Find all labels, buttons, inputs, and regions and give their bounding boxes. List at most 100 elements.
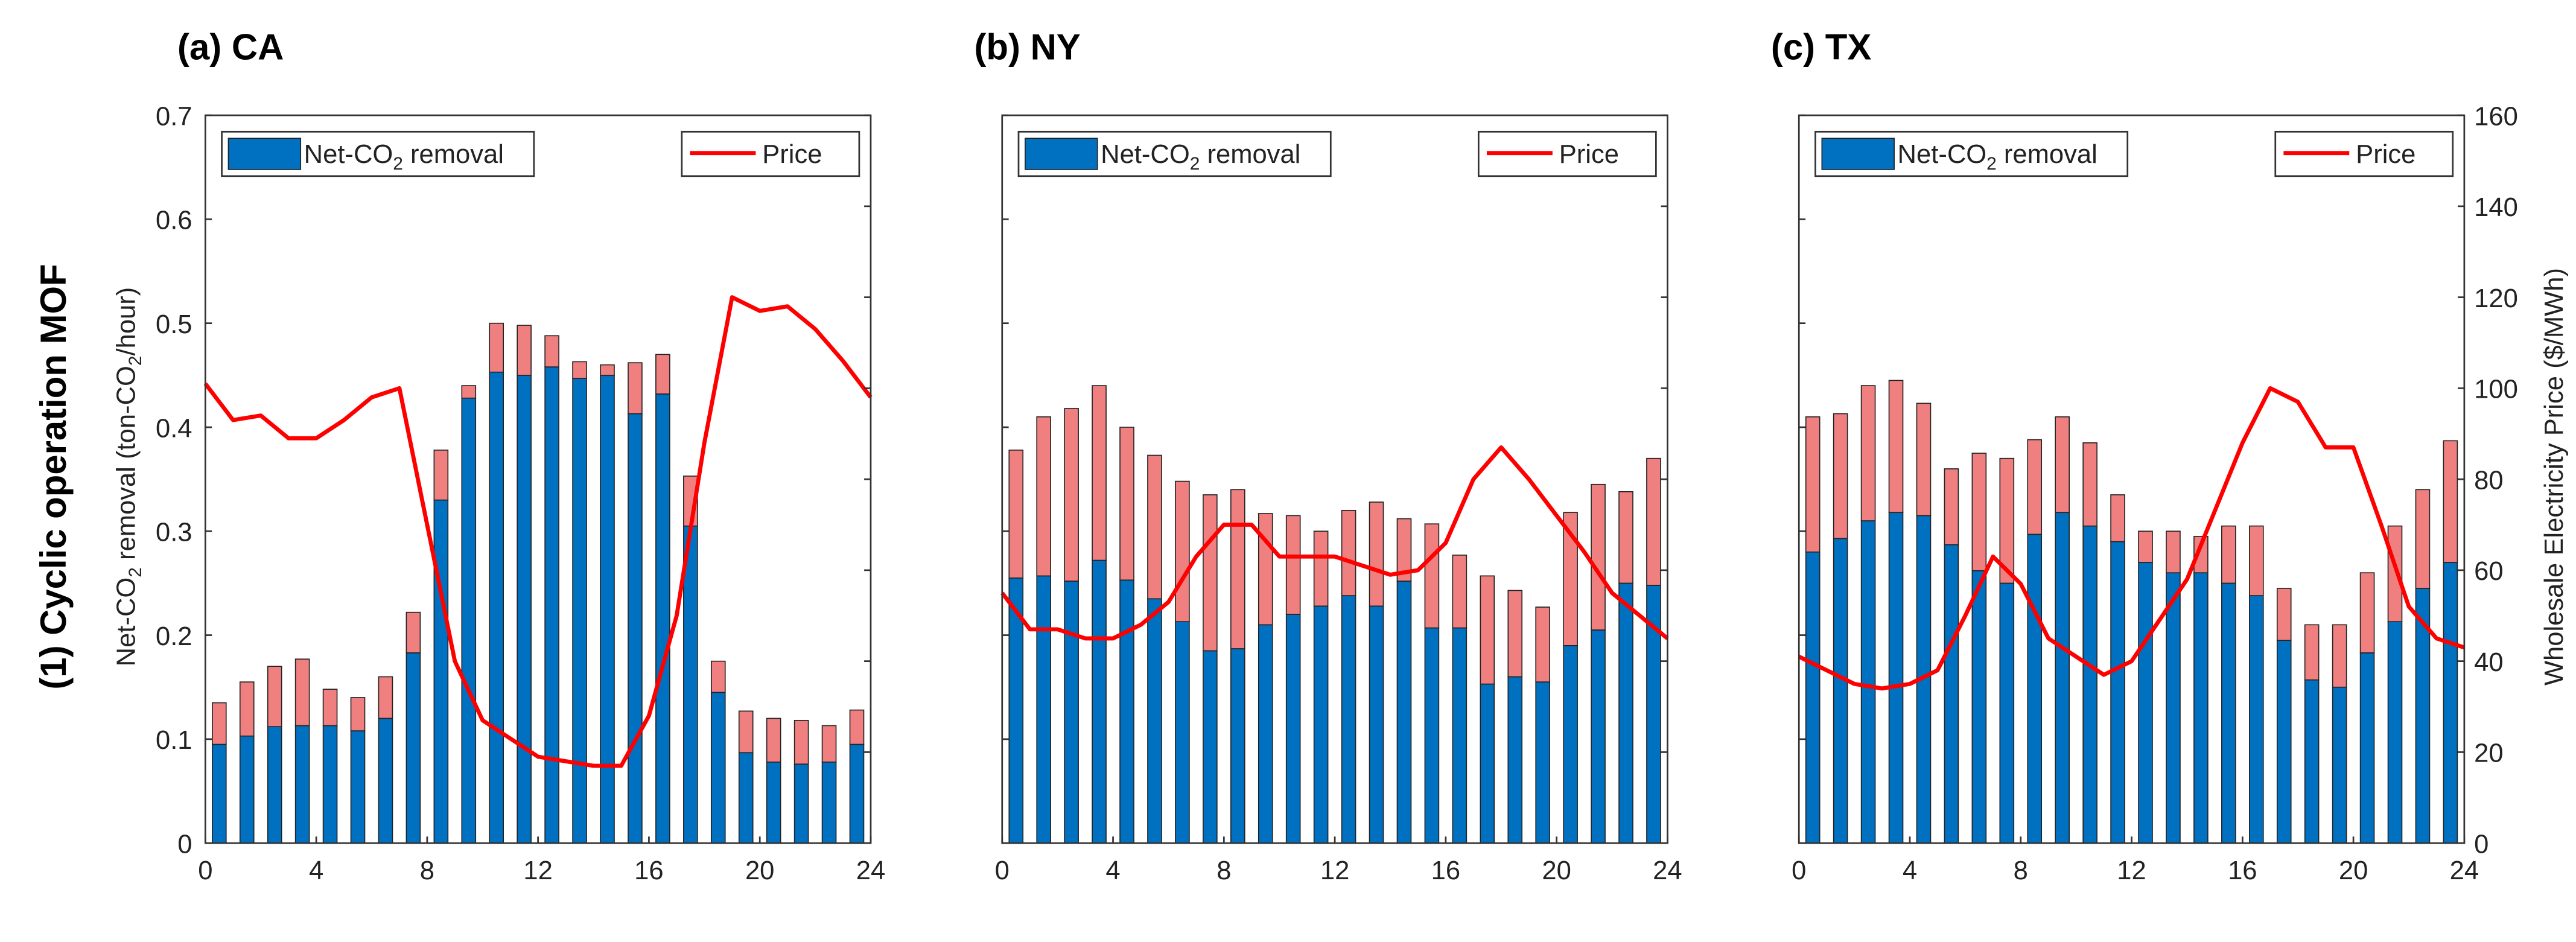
bar-segment: [2248, 595, 2264, 844]
bar-segment: [2221, 582, 2236, 844]
x-tick-label: 4: [1903, 856, 1917, 885]
bar-segment: [2138, 562, 2153, 844]
bar-segment: [322, 725, 338, 844]
bar-segment: [1258, 513, 1273, 626]
price-line: [203, 295, 873, 768]
bar-segment: [738, 710, 754, 754]
y-tick-label: 0.4: [156, 414, 192, 443]
legend-label-part: Net-CO: [304, 140, 393, 169]
y2-tick-label: 160: [2474, 102, 2518, 131]
bar-segment: [2027, 439, 2043, 535]
bar-segment: [1369, 605, 1384, 844]
bar-segment: [294, 658, 310, 727]
bar-segment: [1285, 614, 1301, 844]
x-tick-label: 20: [1542, 856, 1571, 885]
y-tick-label: 0: [177, 830, 192, 859]
bar-segment: [211, 702, 227, 745]
bar-segment: [1805, 416, 1821, 553]
x-tick-label: 16: [1431, 856, 1460, 885]
bar-segment: [1833, 538, 1848, 844]
y-tick-label: 0.1: [156, 726, 192, 755]
y-axis-label-sub: 2: [126, 355, 145, 366]
bar-segment: [1230, 648, 1245, 844]
bar-segment: [2221, 525, 2236, 584]
bar-segment: [1888, 512, 1904, 844]
bar-segment: [2304, 624, 2320, 681]
x-tick-label: 0: [995, 856, 1010, 885]
bar-segment: [1591, 483, 1606, 631]
x-tick-label: 8: [1216, 856, 1231, 885]
x-tick-label: 20: [2339, 856, 2368, 885]
x-tick-label: 0: [1792, 856, 1806, 885]
bar-segment: [1341, 595, 1356, 844]
bar-segment: [2359, 652, 2375, 844]
bar-segment: [572, 361, 587, 379]
bar-segment: [1203, 650, 1218, 844]
bar-segment: [433, 450, 449, 501]
y-axis-label-part: removal (ton-CO: [112, 366, 141, 567]
y2-tick-label: 120: [2474, 284, 2518, 313]
legend-box: [681, 130, 860, 177]
y-tick-label: 0.5: [156, 310, 192, 339]
bar-segment: [2415, 489, 2431, 589]
bar-segment: [1480, 575, 1495, 685]
legend-swatch: [1821, 138, 1895, 170]
bar-segment: [849, 709, 865, 745]
bar-segment: [1618, 491, 1633, 584]
bar-segment: [1971, 570, 1987, 844]
bar-segment: [1507, 676, 1523, 844]
bar-segment: [1999, 582, 2015, 844]
bar-segment: [378, 676, 393, 719]
bar-segment: [655, 354, 670, 395]
bar-segment: [1424, 523, 1440, 629]
legend-swatch: [1025, 138, 1098, 170]
bar-segment: [350, 697, 366, 731]
bar-segment: [267, 726, 282, 844]
bar-segment: [2332, 624, 2347, 688]
bar-segment: [1480, 683, 1495, 844]
bar-segment: [2387, 621, 2403, 844]
panel-title: (a) CA: [177, 27, 284, 67]
bar-segment: [1944, 468, 1959, 546]
bar-segment: [1313, 605, 1329, 844]
bar-segment: [1036, 416, 1051, 577]
bar-segment: [2193, 536, 2209, 573]
x-tick-label: 16: [2228, 856, 2257, 885]
x-tick-label: 20: [745, 856, 774, 885]
x-tick-label: 12: [1320, 856, 1349, 885]
bar-segment: [2082, 525, 2097, 844]
bar-segment: [572, 378, 587, 844]
bar-segment: [600, 364, 615, 376]
legend-label: Net-CO2 removal: [304, 140, 504, 174]
legend-label-part: removal: [1200, 140, 1300, 169]
price-line: [1798, 386, 2465, 691]
bar-segment: [2443, 440, 2458, 563]
bar-segment: [766, 761, 781, 844]
x-tick-label: 4: [1105, 856, 1120, 885]
x-tick-label: 24: [856, 856, 885, 885]
bar-segment: [821, 761, 837, 844]
bar-segment: [1971, 453, 1987, 571]
legend-label: Price: [762, 140, 822, 169]
bar-segment: [793, 720, 809, 765]
bar-segment: [849, 743, 865, 844]
bar-segment: [1258, 624, 1273, 844]
legend-label: Price: [1559, 140, 1619, 169]
bar-segment: [2304, 679, 2320, 844]
bar-segment: [710, 692, 726, 844]
x-tick-label: 8: [2014, 856, 2028, 885]
bar-segment: [517, 325, 532, 376]
y2-axis-label: Wholesale Electricity Price ($/MWh): [2540, 268, 2569, 686]
x-tick-label: 12: [2117, 856, 2146, 885]
bar-segment: [1341, 509, 1356, 596]
panel-title: (b) NY: [974, 27, 1080, 67]
bar-segment: [239, 681, 255, 737]
y-tick-label: 0.7: [156, 102, 192, 131]
y2-tick-label: 80: [2474, 466, 2503, 495]
bar-segment: [628, 413, 643, 844]
bar-segment: [2332, 686, 2347, 844]
bar-segment: [2055, 512, 2070, 844]
bar-segment: [821, 725, 837, 763]
bar-segment: [1563, 512, 1578, 646]
bar-segment: [2027, 533, 2043, 844]
